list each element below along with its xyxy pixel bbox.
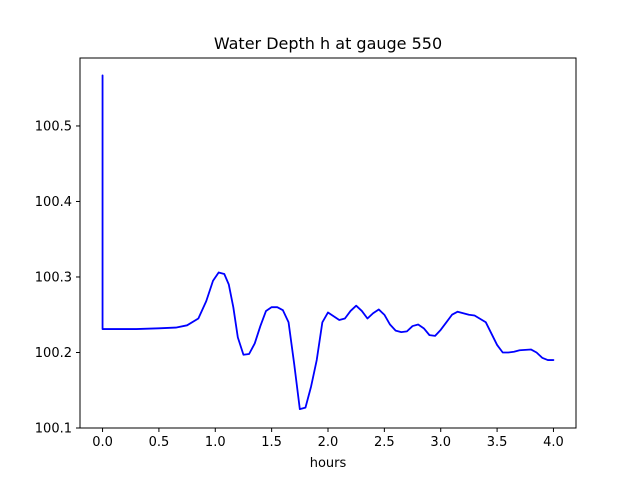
x-tick-label: 1.5 <box>261 435 282 450</box>
x-tick-label: 0.0 <box>92 435 113 450</box>
x-tick-label: 2.5 <box>374 435 395 450</box>
x-tick-label: 0.5 <box>149 435 170 450</box>
x-axis-label: hours <box>310 456 347 471</box>
x-tick-label: 1.0 <box>205 435 226 450</box>
x-tick-label: 2.0 <box>318 435 339 450</box>
x-tick-label: 4.0 <box>543 435 564 450</box>
series-line-0 <box>101 74 555 411</box>
x-axis: 0.0 0.5 1.0 1.5 2.0 2.5 3.0 3.5 4.0 <box>92 428 564 450</box>
chart-title: Water Depth h at gauge 550 <box>214 34 442 53</box>
x-tick-label: 3.0 <box>430 435 451 450</box>
series-layer <box>101 74 555 411</box>
y-tick-label: 100.1 <box>35 422 72 437</box>
plot-frame <box>79 57 577 429</box>
x-tick-label: 3.5 <box>487 435 508 450</box>
y-tick-label: 100.5 <box>35 119 72 134</box>
y-tick-label: 100.4 <box>35 195 72 210</box>
y-tick-label: 100.3 <box>35 270 72 285</box>
y-tick-label: 100.2 <box>35 346 72 361</box>
y-axis: 100.1 100.2 100.3 100.4 100.5 <box>35 119 80 437</box>
